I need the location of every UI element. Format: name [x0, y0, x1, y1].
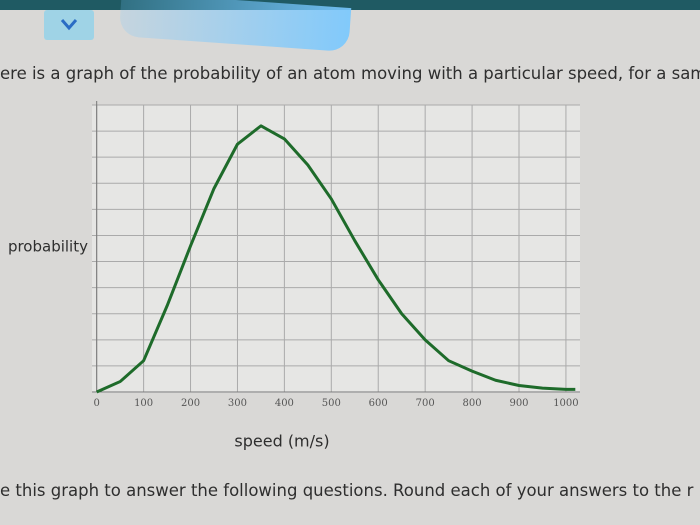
top-bar — [0, 0, 700, 10]
x-tick-label: 300 — [228, 398, 247, 409]
x-tick-label: 600 — [369, 398, 388, 409]
plot-area — [92, 105, 580, 393]
data-line — [96, 124, 576, 394]
expand-button[interactable] — [44, 10, 94, 40]
x-tick-label: 800 — [463, 398, 482, 409]
x-tick-label: 400 — [275, 398, 294, 409]
x-tick-label: 100 — [134, 398, 153, 409]
y-axis-label: probability — [8, 238, 88, 256]
glare — [118, 0, 352, 52]
chevron-icon — [60, 19, 78, 31]
x-axis-label: speed (m/s) — [234, 432, 329, 451]
intro-text: ere is a graph of the probability of an … — [0, 64, 700, 83]
x-tick-label: 900 — [509, 398, 528, 409]
x-tick-label: 0 — [94, 398, 100, 409]
footer-text: e this graph to answer the following que… — [0, 481, 694, 500]
x-tick-label: 700 — [416, 398, 435, 409]
x-tick-label: 200 — [181, 398, 200, 409]
x-tick-label: 500 — [322, 398, 341, 409]
x-tick-label: 1000 — [553, 398, 578, 409]
chart: probability speed (m/s) 0 100 200 300 400 500… — [8, 101, 580, 451]
